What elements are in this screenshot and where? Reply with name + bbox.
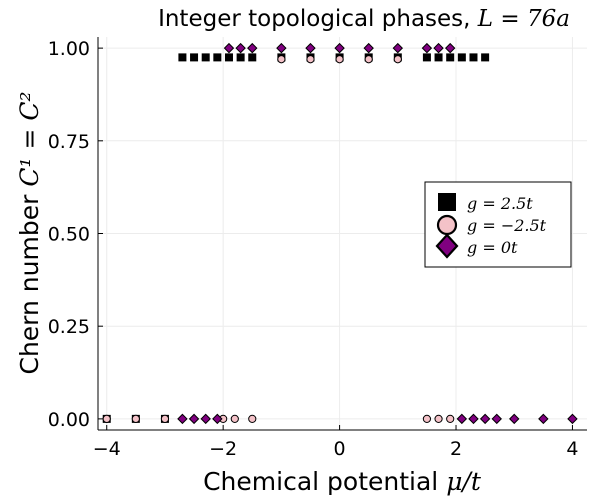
- data-point-diamond: [538, 413, 549, 425]
- data-point-diamond: [392, 42, 404, 54]
- data-point-diamond: [177, 413, 188, 425]
- data-point-diamond: [235, 42, 246, 54]
- data-point-diamond: [188, 413, 200, 425]
- legend-label-g-pos: g = 2.5t: [467, 194, 533, 213]
- series-diamond: [177, 42, 578, 425]
- data-point-circle: [131, 414, 140, 423]
- data-point-circle: [393, 55, 402, 64]
- legend-label-g-zero: g = 0t: [467, 238, 518, 257]
- data-point-diamond: [479, 413, 491, 425]
- legend-circle-icon: [436, 214, 458, 236]
- x-axis-label: Chemical potential μ/t: [203, 467, 482, 496]
- data-point-circle: [434, 414, 443, 423]
- x-tick-label: −2: [209, 438, 237, 460]
- data-point-diamond: [223, 42, 235, 54]
- x-tick-label: 4: [566, 438, 578, 460]
- data-point-circle: [230, 414, 239, 423]
- data-point-square: [446, 53, 455, 62]
- data-point-square: [236, 53, 245, 62]
- y-tick-label: 0.25: [48, 316, 90, 338]
- x-tick-label: −4: [93, 438, 121, 460]
- data-point-diamond: [421, 42, 433, 54]
- data-point-diamond: [212, 413, 223, 425]
- data-point-diamond: [305, 42, 316, 54]
- data-point-diamond: [200, 413, 211, 425]
- data-point-square: [434, 53, 443, 62]
- y-tick-label: 0.50: [48, 224, 90, 246]
- legend: g = 2.5t g = −2.5t g = 0t: [424, 181, 572, 268]
- data-markers: [102, 42, 578, 425]
- data-point-diamond: [491, 413, 502, 425]
- x-tick-label: 2: [450, 438, 462, 460]
- data-point-square: [457, 53, 466, 62]
- data-point-square: [201, 53, 210, 62]
- x-tick-label: 0: [334, 438, 346, 460]
- data-point-diamond: [334, 42, 345, 54]
- data-point-diamond: [456, 413, 468, 425]
- data-point-circle: [422, 414, 432, 423]
- data-point-square: [422, 53, 431, 62]
- legend-square-icon: [438, 193, 456, 211]
- data-point-circle: [160, 414, 170, 423]
- data-point-diamond: [276, 42, 287, 54]
- data-point-circle: [248, 414, 257, 423]
- data-point-diamond: [433, 42, 444, 54]
- legend-diamond-icon: [435, 233, 459, 259]
- data-point-circle: [102, 414, 111, 423]
- data-point-square: [178, 53, 187, 62]
- data-point-circle: [446, 414, 455, 423]
- data-point-diamond: [468, 413, 479, 425]
- data-point-square: [469, 53, 478, 62]
- data-point-diamond: [509, 413, 520, 425]
- series-circle: [102, 55, 455, 423]
- data-point-square: [213, 53, 222, 62]
- data-point-square: [481, 53, 490, 62]
- data-point-diamond: [567, 413, 578, 425]
- chart-title: Integer topological phases, L = 76a: [158, 6, 570, 32]
- data-point-diamond: [444, 42, 456, 54]
- data-point-square: [248, 53, 257, 62]
- y-axis-label: Chern number C¹ = C²: [15, 92, 44, 375]
- data-point-square: [224, 53, 233, 62]
- data-point-diamond: [363, 42, 374, 54]
- legend-label-g-neg: g = −2.5t: [467, 216, 547, 235]
- data-point-circle: [277, 55, 286, 64]
- data-point-circle: [335, 55, 344, 64]
- data-point-square: [190, 53, 199, 62]
- data-point-circle: [306, 55, 315, 64]
- data-point-circle: [364, 55, 373, 64]
- y-tick-label: 1.00: [48, 38, 90, 60]
- y-tick-label: 0.75: [48, 131, 90, 153]
- ticks: −4 −2 0 2 4 0.00 0.25 0.50 0.75 1.00: [48, 38, 579, 460]
- data-point-diamond: [247, 42, 258, 54]
- y-tick-label: 0.00: [48, 409, 90, 431]
